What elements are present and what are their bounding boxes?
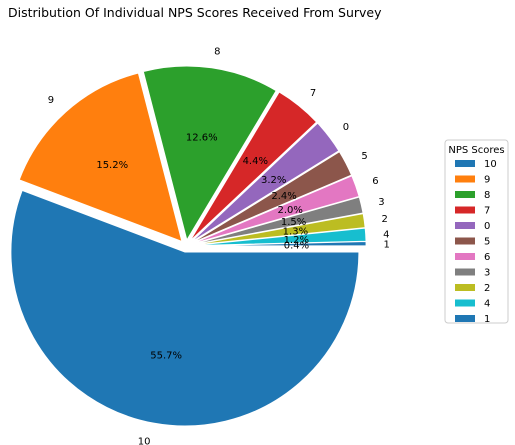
slice-percent-4: 1.2% xyxy=(284,235,309,246)
pie-slice-1 xyxy=(192,241,367,247)
legend-label-4: 4 xyxy=(484,299,490,310)
slice-label-5: 5 xyxy=(361,151,367,162)
slice-label-1: 1 xyxy=(383,240,389,251)
legend-swatch-0 xyxy=(455,222,475,229)
legend-title: NPS Scores xyxy=(448,145,504,156)
slice-label-8: 8 xyxy=(214,47,220,58)
slice-percent-1: 0.4% xyxy=(284,241,309,252)
legend-swatch-4 xyxy=(455,299,475,307)
slice-label-9: 9 xyxy=(48,95,54,106)
legend-entries: 10 9 8 7 0 5 6 3 2 4 1 xyxy=(455,159,497,325)
slice-percent-9: 15.2% xyxy=(96,160,128,171)
legend-swatch-1 xyxy=(455,315,475,322)
legend-label-7: 7 xyxy=(484,206,490,217)
pie-slice-8 xyxy=(142,65,277,242)
slice-label-0: 0 xyxy=(343,122,349,133)
legend-swatch-6 xyxy=(455,253,475,260)
legend-label-0: 0 xyxy=(484,221,490,232)
legend-swatch-2 xyxy=(455,284,475,291)
slice-percent-5: 2.4% xyxy=(271,191,296,202)
legend-label-8: 8 xyxy=(484,190,490,201)
pie-slice-5 xyxy=(191,151,353,244)
chart-title: Distribution Of Individual NPS Scores Re… xyxy=(8,5,382,20)
slice-label-7: 7 xyxy=(310,88,316,99)
slice-percent-6: 2.0% xyxy=(277,205,302,216)
slice-percent-10: 55.7% xyxy=(150,351,182,362)
pie-slices xyxy=(10,65,367,427)
legend-label-1: 1 xyxy=(484,314,490,325)
slice-label-10: 10 xyxy=(138,436,151,445)
slice-percent-8: 12.6% xyxy=(186,133,218,144)
pie-slice-0 xyxy=(190,122,340,243)
slice-label-4: 4 xyxy=(383,230,389,241)
slice-percent-3: 1.5% xyxy=(281,217,306,228)
legend: NPS Scores 10 9 8 7 0 5 6 3 2 4 1 xyxy=(444,139,509,325)
pie-slice-10 xyxy=(10,189,360,427)
pie-slice-7 xyxy=(189,91,318,242)
slice-label-3: 3 xyxy=(378,197,384,208)
slice-percent-7: 4.4% xyxy=(243,156,268,167)
slice-label-6: 6 xyxy=(372,176,378,187)
legend-label-10: 10 xyxy=(484,159,497,170)
legend-label-9: 9 xyxy=(484,175,490,186)
legend-label-6: 6 xyxy=(484,252,490,263)
slice-percent-2: 1.3% xyxy=(283,226,308,237)
legend-swatch-5 xyxy=(455,237,475,245)
legend-label-2: 2 xyxy=(484,283,490,294)
legend-label-3: 3 xyxy=(484,268,490,279)
legend-frame xyxy=(444,139,509,324)
legend-swatch-9 xyxy=(455,175,475,183)
pie-slice-9 xyxy=(18,72,183,243)
legend-swatch-10 xyxy=(455,160,475,167)
slice-percent-0: 3.2% xyxy=(261,175,286,186)
pie-slice-3 xyxy=(191,196,364,246)
legend-swatch-3 xyxy=(455,268,475,276)
legend-swatch-7 xyxy=(455,206,475,214)
pie-slice-6 xyxy=(191,175,360,245)
legend-swatch-8 xyxy=(455,191,475,198)
legend-label-5: 5 xyxy=(484,237,490,248)
slice-label-2: 2 xyxy=(382,214,388,225)
pie-labels: 10 55.7% 9 15.2% 8 12.6% 7 4.4% 0 3.2% 5 2.4% 6 2.0% 3… xyxy=(48,47,390,445)
